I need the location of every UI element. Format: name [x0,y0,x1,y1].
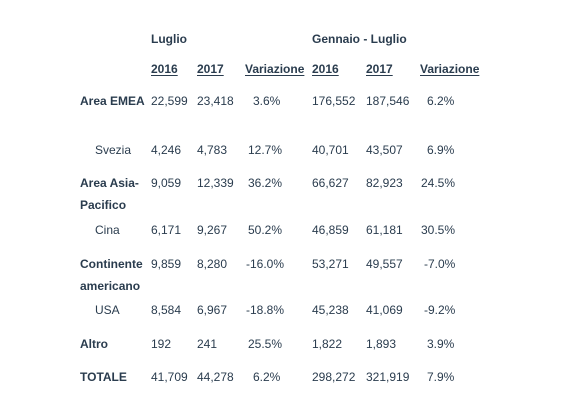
cell-value: -7.0% [424,257,456,271]
cell-value: 46,859 [312,223,349,237]
cell-value: 45,238 [312,303,349,317]
cell-value: 176,552 [312,94,356,108]
cell-value: 7.9% [427,370,455,384]
cell-value: 40,701 [312,143,349,157]
header-group-july: Luglio [151,32,187,46]
cell-value: 61,181 [366,223,403,237]
cell-value: 23,418 [197,94,234,108]
cell-value: 12,339 [197,176,234,190]
cell-value: 321,919 [366,370,410,384]
header-2016-july: 2016 [151,62,178,76]
header-2017-jan-july: 2017 [366,62,393,76]
cell-value: 187,546 [366,94,410,108]
cell-value: 298,272 [312,370,356,384]
cell-value: 12.7% [248,143,283,157]
row-label-totale: TOTALE [80,370,127,384]
row-label-continente-americano: Continente americano [80,257,143,293]
cell-value: 41,709 [151,370,188,384]
cell-value: 41,069 [366,303,403,317]
header-variazione-july: Variazione [245,62,305,76]
cell-value: 8,584 [151,303,182,317]
header-variazione-jan-july: Variazione [420,62,480,76]
cell-value: 9,267 [197,223,228,237]
cell-value: -18.8% [246,303,285,317]
cell-value: 44,278 [197,370,234,384]
cell-value: 82,923 [366,176,403,190]
cell-value: 6.9% [427,143,455,157]
cell-value: 8,280 [197,257,228,271]
row-label-area-emea: Area EMEA [80,94,145,108]
cell-value: 1,822 [312,337,343,351]
cell-value: 9,059 [151,176,182,190]
cell-value: 25.5% [248,337,283,351]
cell-value: 1,893 [366,337,397,351]
cell-value: 66,627 [312,176,349,190]
cell-value: 53,271 [312,257,349,271]
cell-value: 6,967 [197,303,228,317]
header-2016-jan-july: 2016 [312,62,339,76]
cell-value: 6.2% [253,370,281,384]
cell-value: 30.5% [421,223,456,237]
cell-value: 6,171 [151,223,182,237]
cell-value: 9,859 [151,257,182,271]
cell-value: -9.2% [424,303,456,317]
cell-value: 43,507 [366,143,403,157]
cell-value: 4,783 [197,143,228,157]
cell-value: 6.2% [427,94,455,108]
row-label-area-asia-pacifico: Area Asia-Pacifico [80,176,139,212]
cell-value: 22,599 [151,94,188,108]
row-label-cina: Cina [95,223,120,237]
header-group-jan-july: Gennaio - Luglio [312,32,407,46]
row-label-altro: Altro [80,337,108,351]
cell-value: 3.6% [253,94,281,108]
cell-value: 24.5% [421,176,456,190]
cell-value: 50.2% [248,223,283,237]
cell-value: 192 [151,337,172,351]
cell-value: 49,557 [366,257,403,271]
header-2017-july: 2017 [197,62,224,76]
row-label-usa: USA [95,303,120,317]
cell-value: -16.0% [246,257,285,271]
cell-value: 36.2% [248,176,283,190]
row-label-svezia: Svezia [95,143,132,157]
cell-value: 4,246 [151,143,182,157]
cell-value: 3.9% [427,337,455,351]
cell-value: 241 [197,337,218,351]
